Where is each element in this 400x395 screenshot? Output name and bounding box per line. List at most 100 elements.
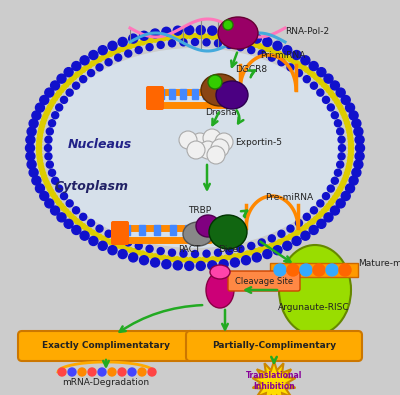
Circle shape [253,249,258,254]
Circle shape [36,142,42,147]
Circle shape [208,261,217,270]
Circle shape [326,203,331,208]
Text: Partially-Complimentary: Partially-Complimentary [212,342,336,350]
Circle shape [39,126,44,132]
Circle shape [57,213,66,222]
Circle shape [48,120,56,127]
Circle shape [215,133,233,151]
Circle shape [81,224,86,229]
Circle shape [37,155,42,160]
Circle shape [334,169,342,176]
Circle shape [349,176,358,185]
Bar [192,89,198,99]
Circle shape [175,34,180,39]
Circle shape [180,39,187,46]
Circle shape [287,225,294,232]
Circle shape [341,111,346,116]
Circle shape [226,248,233,254]
Circle shape [44,111,49,116]
Circle shape [105,230,112,237]
Text: mRNA-Degradation: mRNA-Degradation [62,378,150,387]
Circle shape [94,232,99,237]
Circle shape [88,220,94,226]
Circle shape [56,185,63,192]
Circle shape [36,103,44,112]
Circle shape [140,256,148,265]
Circle shape [101,236,106,241]
Circle shape [338,136,345,143]
Circle shape [324,85,329,90]
Circle shape [52,96,58,101]
Circle shape [168,40,176,47]
Circle shape [38,162,43,166]
Circle shape [192,258,198,263]
Circle shape [348,136,353,141]
Circle shape [124,246,129,251]
Circle shape [336,199,345,208]
Circle shape [38,130,43,135]
Circle shape [108,246,117,255]
FancyBboxPatch shape [18,331,194,361]
Circle shape [345,123,350,128]
Circle shape [206,257,211,262]
Text: Translational
Inhibition: Translational Inhibition [246,371,302,391]
Circle shape [214,249,222,256]
Circle shape [352,119,361,128]
Circle shape [138,368,146,376]
Circle shape [310,72,315,77]
Circle shape [226,41,233,49]
Circle shape [338,153,345,160]
Circle shape [118,368,126,376]
Circle shape [210,257,215,262]
Circle shape [90,61,95,66]
Circle shape [162,36,166,41]
Text: Exactly Complimentatary: Exactly Complimentatary [42,342,170,350]
Circle shape [192,250,198,258]
Circle shape [257,43,262,49]
Circle shape [309,62,318,71]
Circle shape [36,149,42,154]
Circle shape [199,141,217,159]
Circle shape [310,219,315,224]
Circle shape [341,192,350,201]
Circle shape [80,76,87,83]
Circle shape [157,36,162,41]
Circle shape [64,209,69,214]
Text: Drosha: Drosha [205,108,237,117]
Circle shape [273,241,278,246]
Bar [169,89,175,99]
Circle shape [72,75,77,80]
Circle shape [296,70,302,77]
Circle shape [108,368,116,376]
Circle shape [50,81,60,90]
Circle shape [112,50,117,55]
Circle shape [72,216,77,221]
Circle shape [84,65,89,70]
Circle shape [54,93,60,98]
Circle shape [210,34,215,39]
Circle shape [328,201,333,205]
Circle shape [58,368,66,376]
Circle shape [328,90,333,96]
Circle shape [166,35,171,40]
Circle shape [228,36,233,41]
Circle shape [248,47,255,54]
FancyBboxPatch shape [111,221,129,245]
Circle shape [179,34,184,39]
Circle shape [197,34,202,39]
Circle shape [331,112,338,119]
Circle shape [252,34,261,43]
Circle shape [60,96,68,103]
Circle shape [144,39,149,44]
Circle shape [42,117,47,122]
Circle shape [128,368,136,376]
Circle shape [230,29,240,38]
Circle shape [236,253,242,258]
Circle shape [104,238,110,243]
Circle shape [344,171,350,176]
Circle shape [162,27,171,36]
Circle shape [288,57,293,62]
Circle shape [202,34,206,39]
Circle shape [355,152,364,161]
Ellipse shape [209,215,247,249]
